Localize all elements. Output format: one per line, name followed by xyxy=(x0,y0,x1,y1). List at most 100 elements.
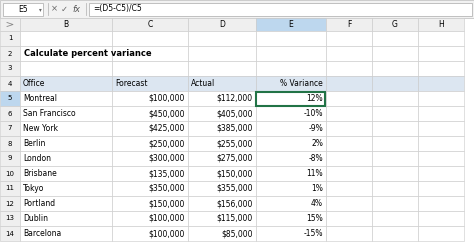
Bar xyxy=(188,226,256,241)
Text: Berlin: Berlin xyxy=(23,139,46,148)
Bar xyxy=(326,76,372,91)
Bar xyxy=(256,46,326,61)
Bar xyxy=(0,91,20,106)
Bar xyxy=(20,106,112,121)
Bar xyxy=(326,136,372,151)
Bar xyxy=(256,211,326,226)
Bar xyxy=(20,61,112,76)
Text: Calculate percent variance: Calculate percent variance xyxy=(24,49,152,58)
Bar xyxy=(326,31,372,46)
Bar xyxy=(256,31,326,46)
Text: 11: 11 xyxy=(6,186,15,191)
Text: B: B xyxy=(64,20,69,29)
Text: 9: 9 xyxy=(8,155,12,161)
Bar xyxy=(112,136,188,151)
Bar xyxy=(372,181,418,196)
Text: 12: 12 xyxy=(6,200,14,207)
Bar xyxy=(0,106,20,121)
Bar xyxy=(0,151,20,166)
Text: $355,000: $355,000 xyxy=(217,184,253,193)
Bar xyxy=(0,136,20,151)
Bar xyxy=(188,91,256,106)
Bar xyxy=(326,91,372,106)
Bar xyxy=(418,121,464,136)
Text: 13: 13 xyxy=(6,216,15,221)
Bar xyxy=(20,31,112,46)
Bar xyxy=(372,166,418,181)
Bar xyxy=(0,211,20,226)
Bar xyxy=(372,226,418,241)
Text: $100,000: $100,000 xyxy=(149,94,185,103)
Text: $100,000: $100,000 xyxy=(149,229,185,238)
Bar xyxy=(256,196,326,211)
Text: $255,000: $255,000 xyxy=(217,139,253,148)
Bar xyxy=(188,61,256,76)
Bar xyxy=(112,76,188,91)
Text: 1%: 1% xyxy=(311,184,323,193)
Bar xyxy=(256,166,326,181)
Bar xyxy=(418,166,464,181)
Text: ✓: ✓ xyxy=(61,4,67,13)
Text: H: H xyxy=(438,20,444,29)
Text: $150,000: $150,000 xyxy=(217,169,253,178)
Text: % Variance: % Variance xyxy=(280,79,323,88)
Bar xyxy=(0,181,20,196)
Bar xyxy=(20,46,112,61)
Text: =(D5-C5)/C5: =(D5-C5)/C5 xyxy=(93,4,142,13)
Text: $115,000: $115,000 xyxy=(217,214,253,223)
Bar xyxy=(372,211,418,226)
Bar xyxy=(372,61,418,76)
Bar xyxy=(112,91,188,106)
Text: 2%: 2% xyxy=(311,139,323,148)
Text: $300,000: $300,000 xyxy=(148,154,185,163)
Bar xyxy=(112,46,188,61)
Bar xyxy=(372,106,418,121)
Bar xyxy=(256,136,326,151)
Bar xyxy=(20,136,112,151)
Bar xyxy=(188,166,256,181)
Text: $112,000: $112,000 xyxy=(217,94,253,103)
Bar xyxy=(326,106,372,121)
Bar xyxy=(256,121,326,136)
Bar xyxy=(112,31,188,46)
Bar xyxy=(20,151,112,166)
Text: Tokyo: Tokyo xyxy=(23,184,45,193)
Text: $250,000: $250,000 xyxy=(149,139,185,148)
Bar xyxy=(372,151,418,166)
Bar xyxy=(0,18,20,31)
Text: E: E xyxy=(289,20,293,29)
Bar xyxy=(326,61,372,76)
Bar xyxy=(188,181,256,196)
Bar xyxy=(372,91,418,106)
Text: 14: 14 xyxy=(6,230,14,237)
Text: 2: 2 xyxy=(8,51,12,57)
Bar xyxy=(20,18,112,31)
Bar xyxy=(0,31,20,46)
Text: $385,000: $385,000 xyxy=(217,124,253,133)
Text: G: G xyxy=(392,20,398,29)
Bar xyxy=(256,226,326,241)
Text: -10%: -10% xyxy=(303,109,323,118)
Text: Montreal: Montreal xyxy=(23,94,57,103)
Text: 3: 3 xyxy=(8,65,12,71)
Bar xyxy=(188,121,256,136)
Bar xyxy=(256,76,326,91)
Bar xyxy=(0,76,20,91)
Bar xyxy=(0,166,20,181)
Bar xyxy=(20,76,112,91)
Text: fx: fx xyxy=(72,4,80,13)
Text: 5: 5 xyxy=(8,95,12,101)
Bar xyxy=(112,61,188,76)
Text: $405,000: $405,000 xyxy=(217,109,253,118)
Bar xyxy=(418,76,464,91)
Bar xyxy=(418,181,464,196)
Text: $350,000: $350,000 xyxy=(148,184,185,193)
Bar xyxy=(112,181,188,196)
Bar xyxy=(188,211,256,226)
Bar xyxy=(256,106,326,121)
Text: Actual: Actual xyxy=(191,79,215,88)
Bar xyxy=(0,226,20,241)
Bar xyxy=(372,46,418,61)
Text: F: F xyxy=(347,20,351,29)
Bar xyxy=(418,18,464,31)
